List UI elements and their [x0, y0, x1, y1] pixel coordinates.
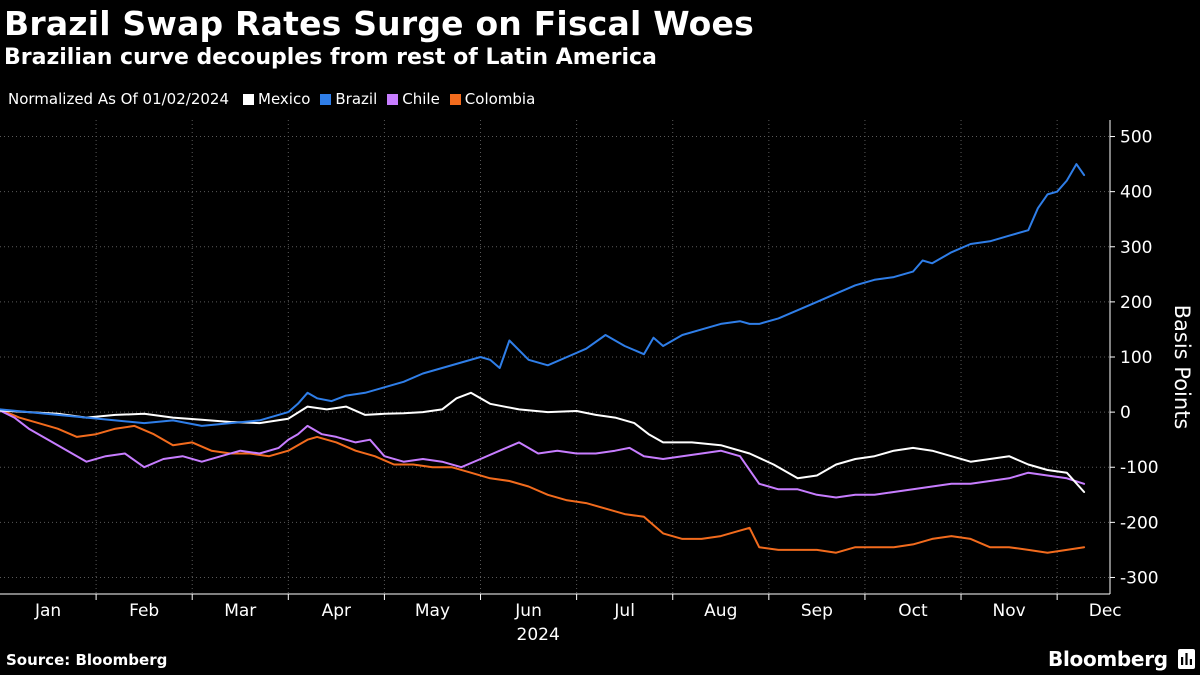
- y-tick-label: 200: [1120, 293, 1152, 313]
- series-line-mexico: [0, 391, 1086, 493]
- x-tick-label: Sep: [801, 601, 833, 621]
- x-tick-label: Mar: [224, 601, 256, 621]
- legend: Normalized As Of 01/02/2024 Mexico Brazi…: [8, 90, 545, 108]
- y-tick-label: -300: [1120, 568, 1159, 588]
- y-tick-label: 0: [1120, 403, 1131, 423]
- bloomberg-mark-icon: [1178, 649, 1195, 669]
- y-tick-label: 300: [1120, 238, 1152, 258]
- x-tick-label: Dec: [1089, 601, 1122, 621]
- legend-swatch-brazil: [320, 93, 332, 105]
- y-tick-label: -100: [1120, 458, 1159, 478]
- legend-swatch-colombia: [449, 93, 461, 105]
- legend-item-brazil: Brazil: [320, 90, 377, 108]
- legend-swatch-mexico: [243, 93, 254, 105]
- legend-label-colombia: Colombia: [464, 90, 536, 108]
- legend-swatch-chile: [387, 93, 399, 105]
- y-tick-label: 500: [1120, 128, 1152, 148]
- source-note: Source: Bloomberg: [6, 651, 168, 669]
- legend-item-chile: Chile: [387, 90, 440, 108]
- series-line-chile: [0, 409, 1086, 499]
- x-tick-label: Jan: [34, 601, 61, 621]
- series-line-brazil: [0, 163, 1086, 427]
- y-tick-label: 400: [1120, 183, 1152, 203]
- x-tick-label: Feb: [129, 601, 159, 621]
- y-tick-label: 100: [1120, 348, 1152, 368]
- legend-label-chile: Chile: [402, 90, 440, 108]
- x-tick-label: Jul: [613, 601, 635, 621]
- x-tick-label: Nov: [992, 601, 1025, 621]
- legend-item-colombia: Colombia: [449, 90, 536, 108]
- x-tick-label: Oct: [898, 601, 928, 621]
- x-tick-label: May: [415, 601, 450, 621]
- x-tick-label: Apr: [322, 601, 351, 621]
- legend-normalization-note: Normalized As Of 01/02/2024: [8, 90, 229, 108]
- legend-label-mexico: Mexico: [258, 90, 311, 108]
- legend-item-mexico: Mexico: [243, 90, 310, 108]
- y-axis-title: Basis Points: [1170, 305, 1194, 430]
- x-axis-year-label: 2024: [517, 625, 560, 645]
- bloomberg-logo: Bloomberg: [1048, 647, 1168, 671]
- x-tick-label: Aug: [704, 601, 737, 621]
- legend-label-brazil: Brazil: [335, 90, 378, 108]
- x-tick-label: Jun: [514, 601, 542, 621]
- chart-title: Brazil Swap Rates Surge on Fiscal Woes: [4, 4, 754, 43]
- series-line-colombia: [0, 408, 1086, 554]
- y-tick-label: -200: [1120, 513, 1159, 533]
- chart-subtitle: Brazilian curve decouples from rest of L…: [4, 45, 657, 70]
